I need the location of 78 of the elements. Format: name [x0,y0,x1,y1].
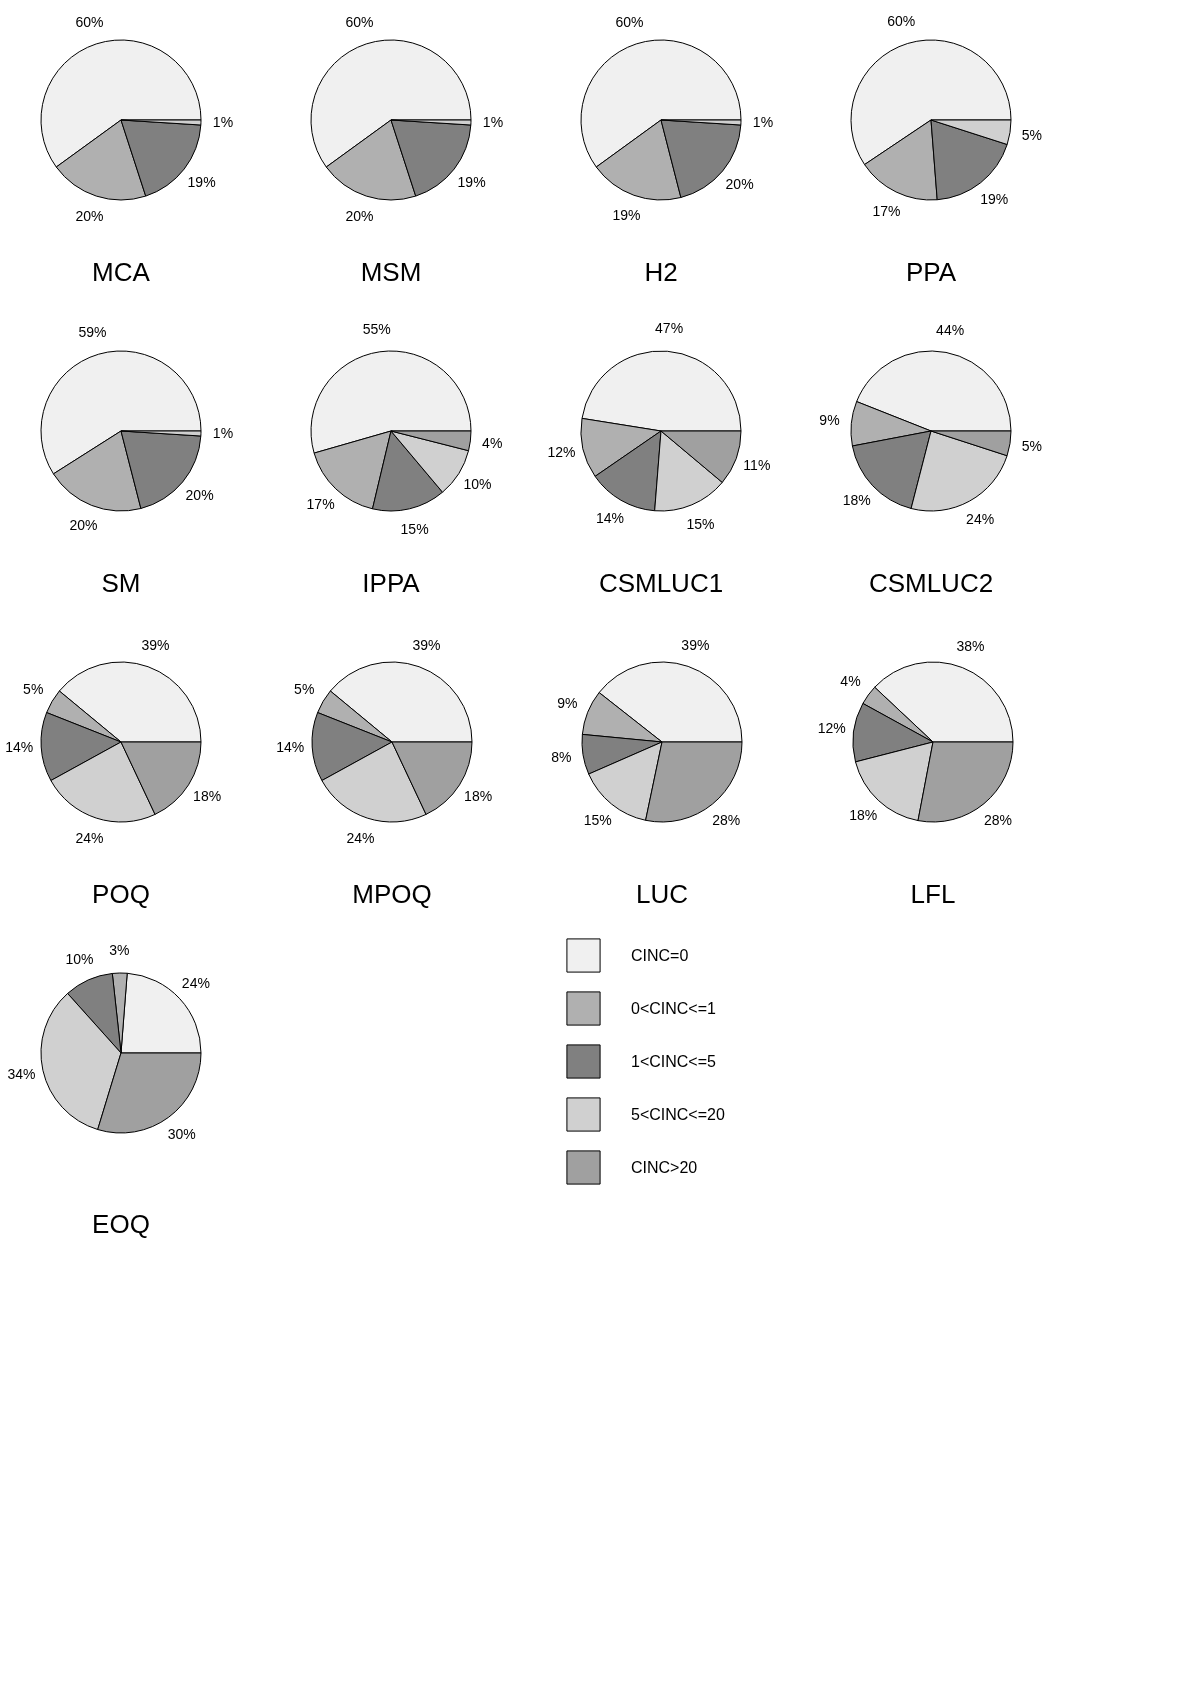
data-label: 5% [23,681,44,698]
data-label: 17% [306,495,335,512]
data-label: 20% [75,208,104,225]
data-label: 47% [655,320,684,337]
data-label: 19% [612,206,641,223]
legend-label: CINC=0 [631,946,689,964]
data-label: 4% [840,673,861,690]
text: LUC [635,879,689,909]
data-label: 3% [109,942,130,959]
text: MPOQ [352,879,432,909]
data-label: 18% [464,787,493,804]
data-label: 18% [849,807,878,824]
data-label: 14% [595,510,625,527]
data-label: 15% [583,812,612,829]
data-label: 19% [187,173,216,190]
data-label: 20% [185,487,214,504]
data-label: 1% [212,114,234,131]
data-label: 1% [752,114,774,131]
data-label: 39% [141,637,170,654]
data-label: 1% [212,425,234,442]
data-label: 44% [936,321,965,338]
data-label: 60% [345,13,374,30]
data-label: 24% [75,830,104,847]
text: MCA [92,257,151,287]
data-label: 12% [547,444,576,461]
data-label: 18% [193,787,222,804]
legend-label: 1<CINC<=5 [631,1052,717,1070]
data-label: 24% [966,511,995,528]
data-label: 24% [346,830,375,847]
data-label: 11% [743,456,771,473]
data-label: 60% [887,13,916,30]
data-label: 10% [65,950,94,967]
data-label: 1% [482,114,504,131]
data-label: 14% [276,739,305,756]
legend-label: 0<CINC<=1 [631,999,717,1017]
data-label: 14% [5,739,34,756]
data-label: 20% [345,208,374,225]
data-label: 19% [457,173,486,190]
data-label: 38% [956,638,985,655]
data-label: 20% [725,176,754,193]
text: PPA [905,257,957,287]
data-label: 28% [984,811,1013,828]
data-label: 15% [686,516,715,533]
data-label: 5% [1021,126,1042,143]
data-label: 15% [400,521,429,538]
data-label: 4% [482,434,503,451]
text: POQ [92,879,150,909]
text: H2 [644,257,678,287]
data-label: 20% [69,516,98,533]
data-label: 30% [167,1125,196,1142]
data-label: 19% [980,191,1009,208]
data-label: 60% [75,13,104,30]
data-label: 59% [78,324,107,341]
text: SM [101,568,141,598]
data-label: 8% [551,749,572,766]
text: EOQ [92,1209,150,1239]
data-label: 10% [463,476,492,493]
data-label: 24% [181,974,210,991]
data-label: 9% [557,695,578,712]
text: CSMLUC2 [868,568,994,598]
text: CSMLUC1 [598,568,724,598]
data-label: 5% [294,681,315,698]
legend-label: CINC>20 [631,1158,698,1176]
text: MSM [360,257,422,287]
data-label: 18% [842,491,871,508]
data-label: 60% [615,13,644,30]
legend-label: 5<CINC<=20 [631,1105,725,1123]
data-label: 9% [819,412,840,429]
data-label: 5% [1021,437,1042,454]
data-label: 34% [7,1066,36,1083]
data-label: 39% [412,637,441,654]
data-label: 55% [362,321,391,337]
text: LFL [910,879,956,909]
text: IPPA [362,568,421,598]
data-label: 12% [817,720,846,737]
data-label: 39% [681,636,710,653]
data-label: 17% [872,202,901,219]
data-label: 28% [712,812,741,829]
